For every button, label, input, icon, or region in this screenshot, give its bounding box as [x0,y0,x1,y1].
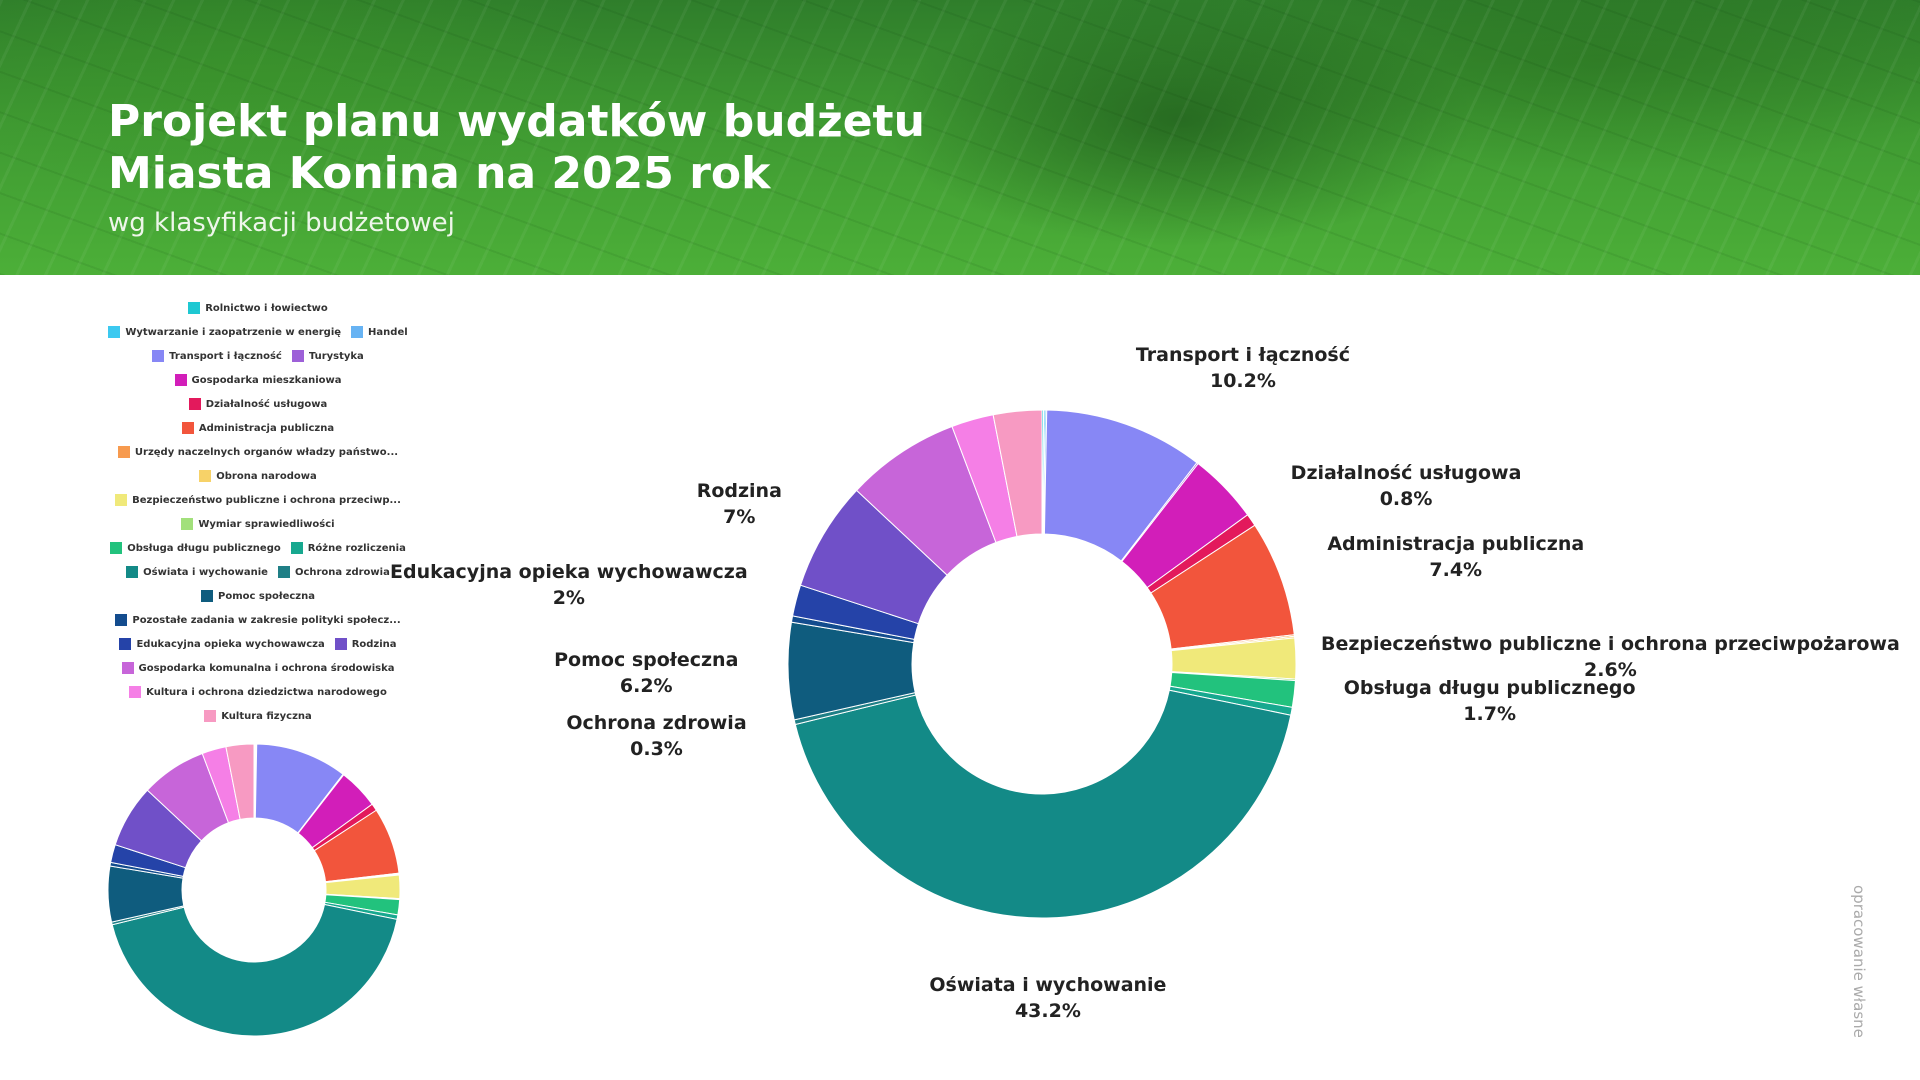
legend-item-oswiata-i-wychowanie[interactable]: Oświata i wychowanie [126,564,268,580]
legend-swatch [126,566,139,578]
legend-swatch [174,374,187,386]
callout-oswiata-i-wychowanie: Oświata i wychowanie 43.2% [929,972,1166,1024]
main-donut-slice-kultura-fizyczna[interactable] [992,409,1043,538]
callout-name: Oświata i wychowanie [929,973,1167,996]
legend-swatch [188,302,201,314]
main-donut-slice-oswiata-i-wychowanie[interactable] [794,689,1292,919]
header-banner: Projekt planu wydatków budżetu Miasta Ko… [0,0,1920,275]
legend-item-rolnictwo-i-lowiectwo[interactable]: Rolnictwo i łowiectwo [188,300,328,316]
callout-name: Bezpieczeństwo publiczne i ochrona przec… [1321,633,1900,656]
legend-swatch [334,638,347,650]
legend-item-ochrona-zdrowia[interactable]: Ochrona zdrowia [277,564,390,580]
callout-name: Edukacyjna opieka wychowawcza [389,561,748,584]
callout-percent: 6.2% [619,674,673,697]
legend-swatch [181,518,194,530]
legend-item-dzialalnosc-uslugowa[interactable]: Działalność usługowa [188,396,327,412]
callout-name: Rodzina [696,480,782,503]
legend-swatch [290,542,303,554]
callout-percent: 7% [723,506,756,529]
page-title-line-1: Projekt planu wydatków budżetu [108,96,925,147]
page-subtitle: wg klasyfikacji budżetowej [108,208,455,238]
callout-percent: 1.7% [1463,703,1516,726]
legend-item-rodzina[interactable]: Rodzina [334,636,397,652]
callout-name: Pomoc społeczna [554,648,739,671]
callout-name: Obsługa długu publicznego [1343,677,1636,700]
legend-swatch [351,326,364,338]
legend-swatch [129,686,142,698]
legend-swatch [119,638,132,650]
legend-swatch [188,398,201,410]
callout-rodzina: Rodzina 7% [697,478,782,530]
callout-pomoc-spoleczna: Pomoc społeczna 6.2% [554,647,738,699]
legend-item-administracja-publiczna[interactable]: Administracja publiczna [181,420,334,436]
legend-swatch [181,422,194,434]
legend-swatch [115,614,128,626]
small-donut-slice-oswiata-i-wychowanie[interactable] [111,903,398,1037]
page-title: Projekt planu wydatków budżetu Miasta Ko… [108,96,925,200]
legend-item-handel[interactable]: Handel [351,324,408,340]
legend-item-wytwarzanie-i-zaopatrzenie-w-energie[interactable]: Wytwarzanie i zaopatrzenie w energię [108,324,341,340]
legend-item-transport-i-lacznosc[interactable]: Transport i łączność [152,348,282,364]
legend-item-rozne-rozliczenia[interactable]: Różne rozliczenia [290,540,406,556]
small-donut-chart [107,743,401,1037]
source-credit: opracowanie własne [1850,885,1868,1038]
legend-swatch [204,710,217,722]
callout-percent: 0.3% [630,737,683,760]
legend-item-pozostale-zadania-w-zakresie-polityki-spolecz[interactable]: Pozostałe zadania w zakresie polityki sp… [115,612,401,628]
legend-swatch [121,662,134,674]
legend-item-wymiar-sprawiedliwosci[interactable]: Wymiar sprawiedliwości [181,516,335,532]
callout-dzialalnosc-uslugowa: Działalność usługowa 0.8% [1291,460,1522,512]
callout-percent: 2.6% [1584,659,1637,682]
legend-swatch [117,446,130,458]
callout-percent: 10.2% [1209,369,1276,392]
small-donut-slice-kultura-fizyczna[interactable] [225,743,255,820]
legend-item-urzedy-naczelnych-organow-wladzy-panstwo[interactable]: Urzędy naczelnych organów władzy państwo… [117,444,398,460]
chart-legend: Rolnictwo i łowiectwo Wytwarzanie i zaopa… [108,300,408,724]
legend-item-pomoc-spoleczna[interactable]: Pomoc społeczna [201,588,315,604]
legend-swatch [199,470,212,482]
legend-item-bezpieczenstwo-publiczne-i-ochrona-przeciwp[interactable]: Bezpieczeństwo publiczne i ochrona przec… [115,492,401,508]
legend-swatch [152,350,165,362]
legend-item-edukacyjna-opieka-wychowawcza[interactable]: Edukacyjna opieka wychowawcza [119,636,325,652]
callout-administracja-publiczna: Administracja publiczna 7.4% [1327,531,1584,583]
legend-swatch [201,590,213,602]
callout-transport-i-lacznosc: Transport i łączność 10.2% [1136,342,1350,394]
callout-edukacyjna-opieka-wychowawcza: Edukacyjna opieka wychowawcza 2% [390,559,748,611]
legend-item-gospodarka-mieszkaniowa[interactable]: Gospodarka mieszkaniowa [174,372,341,388]
callout-percent: 0.8% [1379,488,1433,510]
legend-item-gospodarka-komunalna-i-ochrona-srodowiska[interactable]: Gospodarka komunalna i ochrona środowisk… [121,660,395,676]
legend-swatch [291,350,304,362]
legend-item-obrona-narodowa[interactable]: Obrona narodowa [199,468,317,484]
page-title-line-2: Miasta Konina na 2025 rok [108,148,771,199]
legend-swatch [277,566,290,578]
callout-percent: 7.4% [1429,559,1483,582]
callout-name: Transport i łączność [1135,343,1350,366]
legend-item-obsluga-dlugu-publicznego[interactable]: Obsługa długu publicznego [110,540,281,556]
legend-item-kultura-i-ochrona-dziedzictwa-narodowego[interactable]: Kultura i ochrona dziedzictwa narodowego [129,684,387,700]
callout-bezpieczenstwo-publiczne-i-ochrona-przeciwp: Bezpieczeństwo publiczne i ochrona przec… [1321,631,1900,683]
callout-name: Działalność usługowa [1290,462,1522,484]
legend-item-kultura-fizyczna[interactable]: Kultura fizyczna [204,708,312,724]
callout-name: Administracja publiczna [1327,533,1585,556]
callout-ochrona-zdrowia: Ochrona zdrowia 0.3% [566,710,746,762]
legend-swatch [108,326,121,338]
callout-percent: 43.2% [1014,999,1081,1022]
callout-percent: 2% [552,587,585,610]
banner-aerial-photo [0,0,1920,275]
callout-obsluga-dlugu-publicznego: Obsługa długu publicznego 1.7% [1344,675,1636,727]
legend-item-turystyka[interactable]: Turystyka [291,348,364,364]
legend-swatch [115,494,128,506]
callout-name: Ochrona zdrowia [566,711,747,734]
legend-swatch [110,542,123,554]
